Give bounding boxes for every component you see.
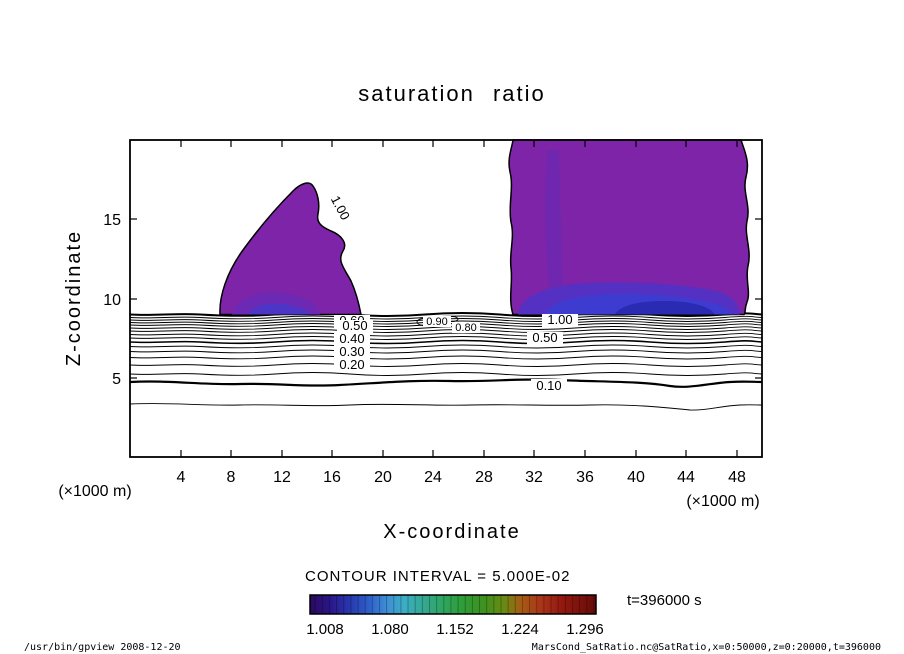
contour-label-box — [452, 322, 480, 333]
contour-label-box — [334, 359, 370, 372]
contour-label-0.50-right: 0.50 — [532, 330, 557, 345]
contour-label-0.30: 0.30 — [339, 344, 364, 359]
colorbar-stripes — [310, 595, 596, 614]
y-tick-label: 15 — [103, 212, 121, 229]
contour-label-box — [531, 379, 567, 393]
y-tick-label: 10 — [103, 292, 121, 309]
x-tick-label: 28 — [475, 469, 493, 486]
colorbar-tick-label: 1.224 — [501, 621, 539, 638]
y-axis-label: Z-coordinate — [63, 230, 85, 366]
x-tick-label: 16 — [323, 469, 341, 486]
y-tick-labels: 15 10 5 — [103, 212, 121, 388]
y-axis-unit: (×1000 m) — [58, 483, 131, 500]
contour-label-0.80: 0.80 — [455, 322, 476, 334]
x-tick-label: 40 — [627, 469, 645, 486]
contour-interval-label: CONTOUR INTERVAL = 5.000E-02 — [305, 568, 570, 585]
contour-label-box — [334, 346, 370, 359]
x-axis-ticks — [180, 140, 738, 457]
colorbar-tick-label: 1.152 — [436, 621, 474, 638]
time-annotation: t=396000 s — [627, 592, 702, 609]
supersaturated-region-right — [508, 139, 750, 316]
x-tick-label: 44 — [677, 469, 695, 486]
x-tick-label: 24 — [424, 469, 442, 486]
contour-label-0.40: 0.40 — [339, 331, 364, 346]
y-axis-ticks — [130, 218, 762, 379]
x-tick-label: 36 — [576, 469, 594, 486]
contour-label-box — [527, 332, 563, 345]
colorbar-tick-label: 1.296 — [566, 621, 604, 638]
contour-label-box — [326, 188, 355, 227]
contour-label-box — [334, 333, 370, 346]
contour-label-0.50-left: 0.50 — [342, 318, 367, 333]
chart-title: saturation ratio — [358, 81, 546, 106]
contour-label-0.10: 0.10 — [536, 378, 561, 393]
footer-command: /usr/bin/gpview 2008-12-20 — [24, 642, 181, 653]
contour-label-box — [542, 314, 578, 327]
colorbar-tick-label: 1.008 — [306, 621, 344, 638]
colorbar-frame — [309, 594, 597, 615]
x-tick-label: 20 — [374, 469, 392, 486]
x-tick-label: 48 — [728, 469, 746, 486]
colorbar: 1.008 1.080 1.152 1.224 1.296 — [306, 594, 604, 638]
contour-label-0.90: 0.90 — [426, 316, 447, 328]
contour-label-0.20: 0.20 — [339, 357, 364, 372]
x-axis-unit: (×1000 m) — [686, 493, 759, 510]
x-tick-labels: 4 8 12 16 20 24 28 32 36 40 44 48 — [177, 469, 746, 486]
contour-label-1.00-left: 1.00 — [326, 188, 355, 227]
contour-label-box — [423, 316, 451, 327]
supersaturated-region-left — [219, 182, 362, 316]
colorbar-tick-label: 1.080 — [371, 621, 409, 638]
footer-datasource: MarsCond_SatRatio.nc@SatRatio,x=0:50000,… — [532, 642, 881, 653]
x-tick-label: 4 — [177, 469, 186, 486]
contour-value-labels: 1.00 0.60 0.50 0.40 0.30 0.20 0.90 0.80 … — [326, 188, 578, 393]
contour-label-box — [337, 320, 373, 333]
y-tick-label: 5 — [112, 371, 121, 388]
x-tick-label: 32 — [525, 469, 543, 486]
x-tick-label: 12 — [273, 469, 291, 486]
x-axis-label: X-coordinate — [383, 521, 520, 543]
contour-label-1.00-right: 1.00 — [547, 312, 572, 327]
x-tick-label: 8 — [227, 469, 236, 486]
